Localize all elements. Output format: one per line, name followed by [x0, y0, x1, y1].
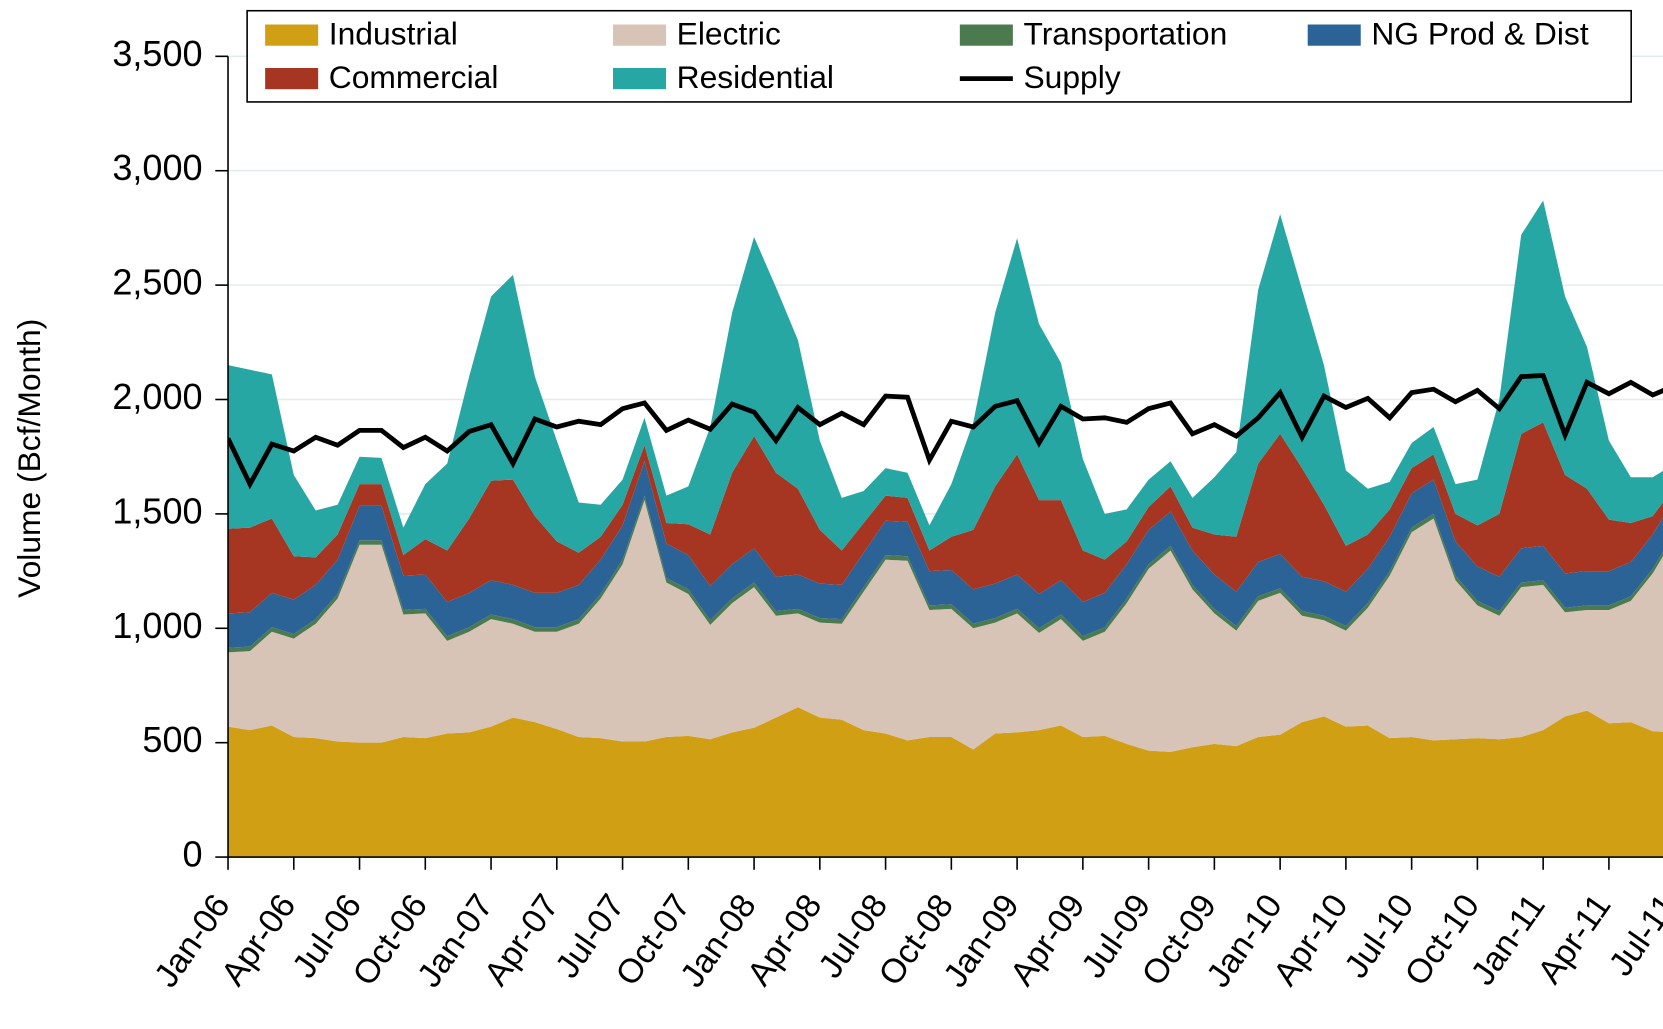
legend-label: Commercial	[329, 59, 499, 95]
y-tick-label: 1,000	[112, 605, 202, 646]
legend-label: Residential	[677, 59, 834, 95]
y-tick-label: 3,500	[112, 33, 202, 74]
legend-swatch	[1307, 24, 1361, 46]
area	[228, 495, 1663, 653]
y-tick-label: 1,500	[112, 490, 202, 531]
legend-swatch	[265, 24, 319, 46]
legend-label: Industrial	[329, 16, 458, 52]
area	[228, 707, 1663, 858]
area	[228, 422, 1663, 614]
y-axis-title: Volume (Bcf/Month)	[11, 319, 47, 598]
x-tick-label: Jul-11	[1602, 887, 1663, 982]
legend-label: Transportation	[1023, 16, 1227, 52]
area	[228, 461, 1663, 648]
legend-label: Electric	[677, 16, 781, 52]
area	[228, 200, 1663, 560]
plot-area	[228, 200, 1663, 858]
legend-swatch	[959, 24, 1013, 46]
legend-swatch	[613, 24, 667, 46]
y-tick-label: 2,000	[112, 376, 202, 417]
y-tick-label: 3,000	[112, 147, 202, 188]
legend-label: Supply	[1023, 59, 1120, 95]
area	[228, 500, 1663, 752]
legend-swatch	[613, 67, 667, 90]
y-tick-label: 0	[183, 834, 203, 875]
y-tick-label: 2,500	[112, 262, 202, 303]
y-tick-label: 500	[142, 719, 202, 760]
line	[228, 373, 1663, 490]
legend: Industrial Electric Transportation NG Prod …	[246, 9, 1632, 103]
legend-box	[246, 9, 1632, 103]
legend-label: NG Prod & Dist	[1371, 16, 1588, 52]
legend-swatch	[265, 67, 319, 90]
